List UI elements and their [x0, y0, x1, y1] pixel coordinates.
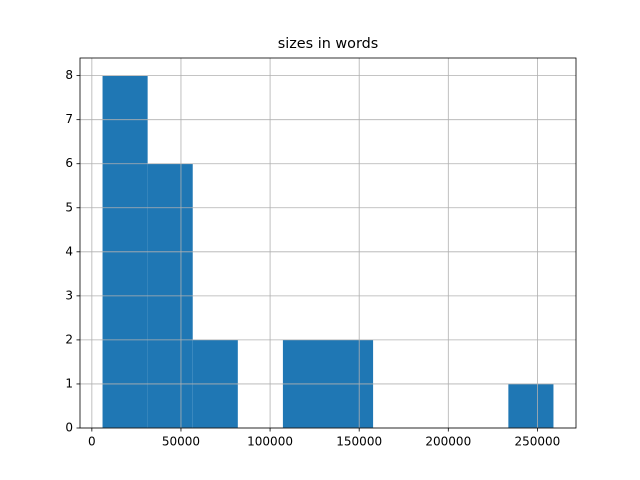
bar: [508, 383, 554, 428]
y-tick-label: 0: [65, 421, 73, 435]
y-tick-label: 5: [65, 200, 73, 214]
x-tick-label: 250000: [515, 435, 561, 449]
y-tick-label: 8: [65, 68, 73, 82]
plot-frame: [79, 57, 577, 429]
y-tick-label: 7: [65, 112, 73, 126]
chart-title: sizes in words: [278, 36, 379, 52]
y-tick-label: 6: [65, 156, 73, 170]
x-tick-label: 150000: [336, 435, 382, 449]
y-tick-label: 4: [65, 244, 73, 258]
x-tick-label: 100000: [247, 435, 293, 449]
y-tick-label: 3: [65, 288, 73, 302]
y-tick-label: 1: [65, 376, 73, 390]
y-tick-label: 2: [65, 332, 73, 346]
x-tick-label: 200000: [425, 435, 471, 449]
x-tick-label: 50000: [162, 435, 200, 449]
x-tick-label: 0: [88, 435, 96, 449]
